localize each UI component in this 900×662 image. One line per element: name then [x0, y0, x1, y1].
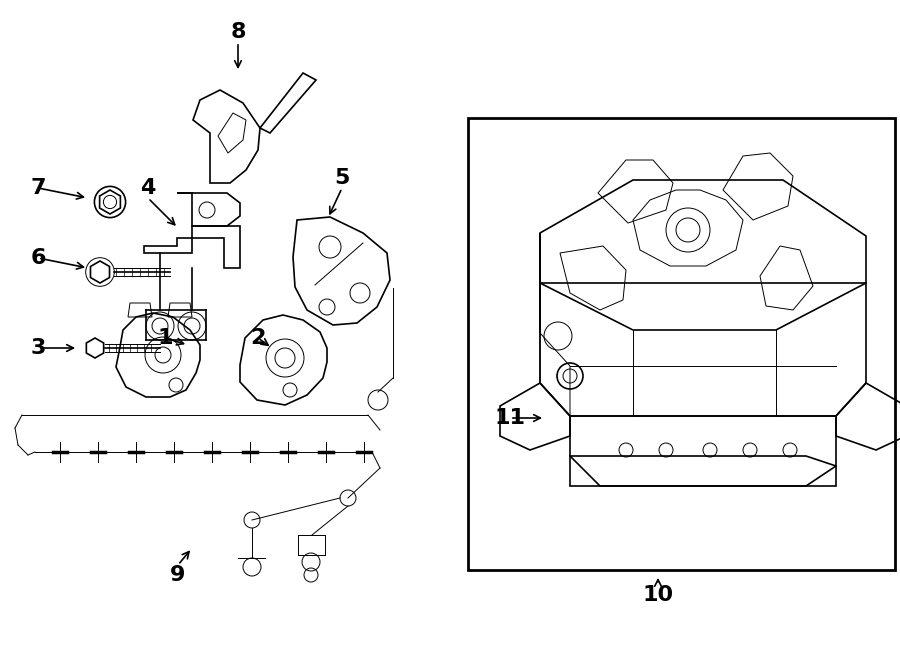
- Text: 5: 5: [334, 168, 350, 188]
- Text: 7: 7: [31, 178, 46, 198]
- Bar: [468, 118, 895, 570]
- Text: 6: 6: [31, 248, 46, 268]
- Text: 11: 11: [494, 408, 526, 428]
- Text: 4: 4: [140, 178, 156, 198]
- Text: 8: 8: [230, 22, 246, 42]
- Text: 10: 10: [643, 585, 673, 605]
- Text: 9: 9: [170, 565, 185, 585]
- Text: 2: 2: [250, 328, 266, 348]
- Text: 3: 3: [31, 338, 46, 358]
- Text: 1: 1: [158, 328, 173, 348]
